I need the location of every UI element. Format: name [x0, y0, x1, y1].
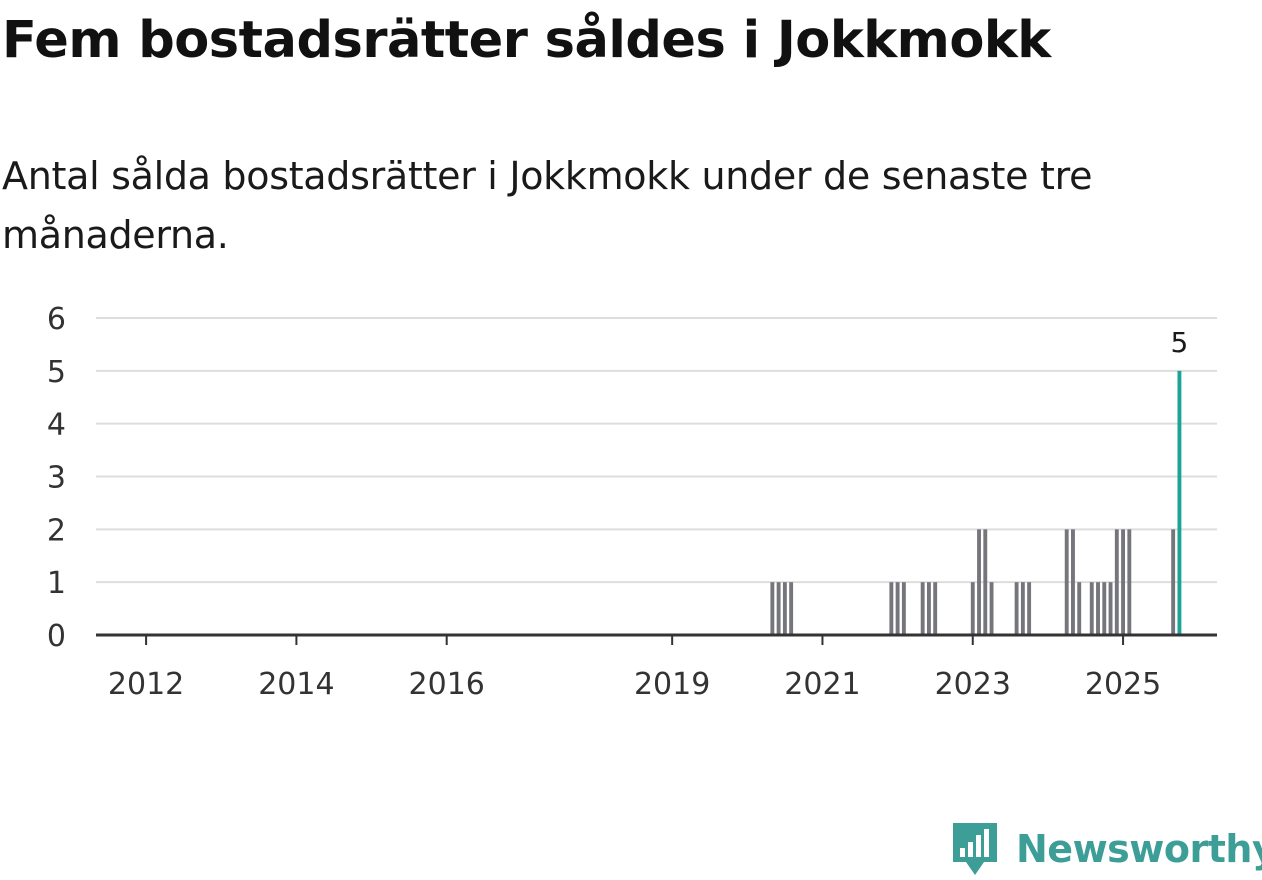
bar: [901, 582, 906, 635]
bar: [1064, 529, 1069, 635]
bar: [1071, 529, 1075, 635]
y-tick-label: 1: [47, 566, 66, 601]
highlight-bar: [1177, 370, 1182, 635]
y-axis: 0 1 2 3 4 5 6: [47, 302, 66, 654]
y-tick-label: 6: [47, 302, 66, 337]
bar: [1121, 529, 1126, 635]
bar: [989, 582, 994, 635]
y-tick-label: 4: [47, 408, 66, 443]
bar: [970, 582, 975, 635]
bar: [920, 582, 925, 635]
bar: [1089, 582, 1094, 635]
bar: [926, 582, 931, 635]
bar: [770, 582, 775, 635]
bar: [1020, 582, 1025, 635]
x-axis: 2012 2014 2016 2019 2021 2023 2025: [96, 633, 1217, 702]
y-tick-label: 2: [47, 513, 66, 548]
bar: [895, 582, 900, 635]
chart-subtitle: Antal sålda bostadsrätter i Jokkmokk und…: [2, 154, 1093, 257]
x-tick-label: 2021: [784, 667, 860, 702]
bar: [1077, 582, 1082, 635]
annotations: 5: [1171, 326, 1189, 359]
x-tick-label: 2023: [935, 667, 1011, 702]
newsworthy-logo-icon: [953, 823, 997, 875]
bar: [977, 529, 981, 635]
bar: [782, 582, 787, 635]
chart-title: Fem bostadsrätter såldes i Jokkmokk: [2, 11, 1051, 70]
bar: [789, 582, 794, 635]
x-tick-label: 2012: [108, 667, 184, 702]
bars: [770, 370, 1182, 635]
y-tick-label: 5: [47, 355, 66, 390]
bar: [889, 582, 894, 635]
y-tick-label: 0: [47, 619, 66, 654]
bar: [1014, 582, 1019, 635]
newsworthy-logo: Newsworthy: [950, 818, 1262, 880]
bar: [1171, 529, 1176, 635]
bar: [1108, 582, 1113, 635]
x-tick-label: 2016: [409, 667, 485, 702]
newsworthy-logo-text: Newsworthy: [1016, 827, 1262, 871]
bar: [1114, 529, 1119, 635]
bar: [1096, 582, 1100, 635]
y-tick-label: 3: [47, 461, 66, 496]
bar: [933, 582, 938, 635]
bar: [983, 529, 988, 635]
bar: [1102, 582, 1107, 635]
highlight-value-label: 5: [1171, 326, 1189, 359]
x-tick-label: 2014: [258, 667, 334, 702]
gridlines: [96, 317, 1217, 584]
bar: [1027, 582, 1032, 635]
x-tick-label: 2019: [634, 667, 710, 702]
bar: [776, 582, 781, 635]
x-tick-label: 2025: [1085, 667, 1161, 702]
bar: [1127, 529, 1132, 635]
